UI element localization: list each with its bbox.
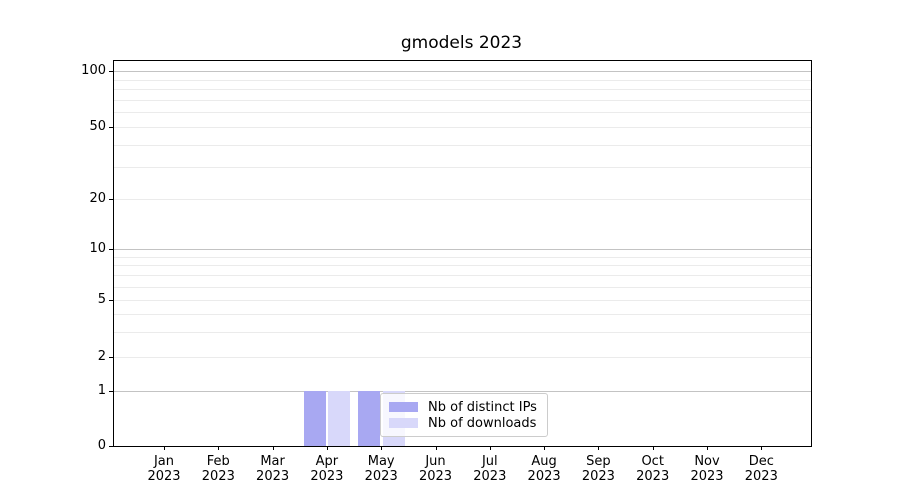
gridline-minor-40	[114, 144, 811, 146]
x-tick-year: 2023	[473, 468, 507, 484]
x-tick-may	[381, 446, 383, 450]
x-tick-jan	[164, 446, 165, 450]
y-tick-label-100: 100	[81, 63, 106, 78]
x-tick-feb	[218, 446, 220, 450]
x-tick-label-feb: Feb 2023	[186, 454, 250, 484]
x-tick-year: 2023	[636, 468, 670, 484]
x-tick-year: 2023	[364, 468, 398, 484]
x-tick-label-may: May 2023	[349, 454, 413, 484]
gridline-major-100	[114, 71, 811, 72]
legend-label: Nb of distinct IPs	[428, 399, 537, 415]
x-tick-label-aug: Aug 2023	[512, 454, 576, 484]
y-tick-0	[109, 445, 113, 447]
y-tick-label-0: 0	[97, 437, 106, 453]
chart-title: gmodels 2023	[400, 33, 523, 53]
y-tick-1	[109, 391, 113, 392]
gridline-minor-90	[114, 79, 811, 81]
bar-apr-distinct-ips	[303, 391, 326, 446]
x-tick-year: 2023	[147, 468, 181, 484]
x-tick-month: Dec	[748, 454, 774, 469]
x-tick-month: Oct	[641, 454, 664, 469]
gridline-minor-9	[114, 256, 811, 258]
gridline-major-1	[114, 391, 811, 392]
gridline-minor-60	[114, 112, 811, 114]
y-tick-5	[109, 300, 113, 301]
x-tick-year: 2023	[527, 468, 561, 484]
gridline-minor-3	[114, 331, 811, 333]
x-tick-year: 2023	[418, 468, 453, 484]
x-tick-jul	[489, 446, 491, 450]
gridline-minor-2	[114, 357, 811, 358]
gridline-minor-50	[114, 127, 811, 128]
x-tick-oct	[652, 446, 654, 450]
x-tick-year: 2023	[744, 468, 778, 484]
gridline-minor-7	[114, 275, 811, 277]
x-tick-year: 2023	[201, 468, 235, 484]
legend-swatch-distinct-ips	[389, 402, 418, 412]
x-tick-label-jul: Jul 2023	[458, 454, 522, 484]
x-tick-nov	[707, 446, 708, 450]
y-tick-2	[109, 357, 113, 358]
x-tick-label-oct: Oct 2023	[621, 454, 685, 484]
gridline-major-10	[114, 249, 811, 250]
gridline-minor-70	[114, 99, 811, 101]
x-tick-month: Jun	[425, 454, 446, 469]
y-tick-10	[109, 249, 113, 250]
x-tick-label-jan: Jan 2023	[132, 454, 196, 484]
x-tick-month: Aug	[531, 454, 557, 469]
gridline-minor-8	[114, 265, 811, 267]
gridline-minor-30	[114, 167, 811, 169]
x-tick-month: May	[367, 454, 395, 469]
bar-apr-downloads	[328, 391, 351, 446]
y-tick-label-1: 1	[97, 383, 106, 398]
gridline-minor-80	[114, 89, 811, 90]
x-tick-apr	[326, 446, 328, 450]
legend-swatch-downloads	[389, 418, 418, 428]
x-tick-month: Mar	[260, 454, 285, 469]
x-tick-year: 2023	[690, 468, 724, 484]
x-tick-year: 2023	[256, 468, 290, 484]
y-tick-50	[109, 127, 113, 128]
legend: Nb of distinct IPs Nb of downloads	[380, 393, 548, 437]
y-tick-label-50: 50	[89, 119, 106, 134]
x-tick-label-nov: Nov 2023	[675, 454, 739, 484]
x-tick-aug	[544, 446, 546, 450]
x-tick-year: 2023	[310, 468, 344, 484]
y-tick-label-2: 2	[97, 349, 106, 364]
plot-area: 0 1 2 5 10 20 50 100 Jan 2023 Feb 2023 Mar 2023 Apr 202…	[81, 60, 812, 483]
gridline-minor-6	[114, 286, 811, 288]
x-tick-month: Nov	[694, 454, 720, 469]
y-tick-label-20: 20	[89, 191, 106, 206]
x-tick-month: Apr	[315, 454, 339, 469]
bar-may-distinct-ips	[358, 391, 381, 446]
x-tick-label-mar: Mar 2023	[241, 454, 305, 484]
gridline-minor-4	[114, 313, 811, 315]
x-tick-sep	[598, 446, 600, 450]
x-tick-month: Jan	[153, 454, 175, 469]
x-tick-jun	[435, 446, 437, 450]
x-tick-label-apr: Apr 2023	[295, 454, 359, 484]
legend-entry-downloads: Nb of downloads	[389, 415, 539, 431]
y-tick-label-5: 5	[97, 292, 106, 307]
gridline-minor-20	[114, 199, 811, 200]
x-tick-label-sep: Sep 2023	[566, 454, 630, 484]
legend-entry-distinct-ips: Nb of distinct IPs	[389, 399, 539, 415]
x-tick-dec	[761, 446, 763, 450]
x-tick-label-jun: Jun 2023	[404, 454, 468, 484]
y-tick-100	[109, 71, 113, 72]
gridline-minor-5	[114, 300, 811, 301]
legend-label: Nb of downloads	[428, 415, 537, 431]
x-tick-month: Sep	[586, 454, 611, 469]
x-tick-month: Jul	[481, 454, 498, 469]
x-tick-month: Feb	[206, 454, 230, 469]
y-tick-20	[109, 199, 113, 200]
x-tick-year: 2023	[581, 468, 615, 484]
y-tick-label-10: 10	[89, 241, 106, 256]
x-tick-mar	[272, 446, 274, 450]
x-tick-label-dec: Dec 2023	[729, 454, 793, 484]
